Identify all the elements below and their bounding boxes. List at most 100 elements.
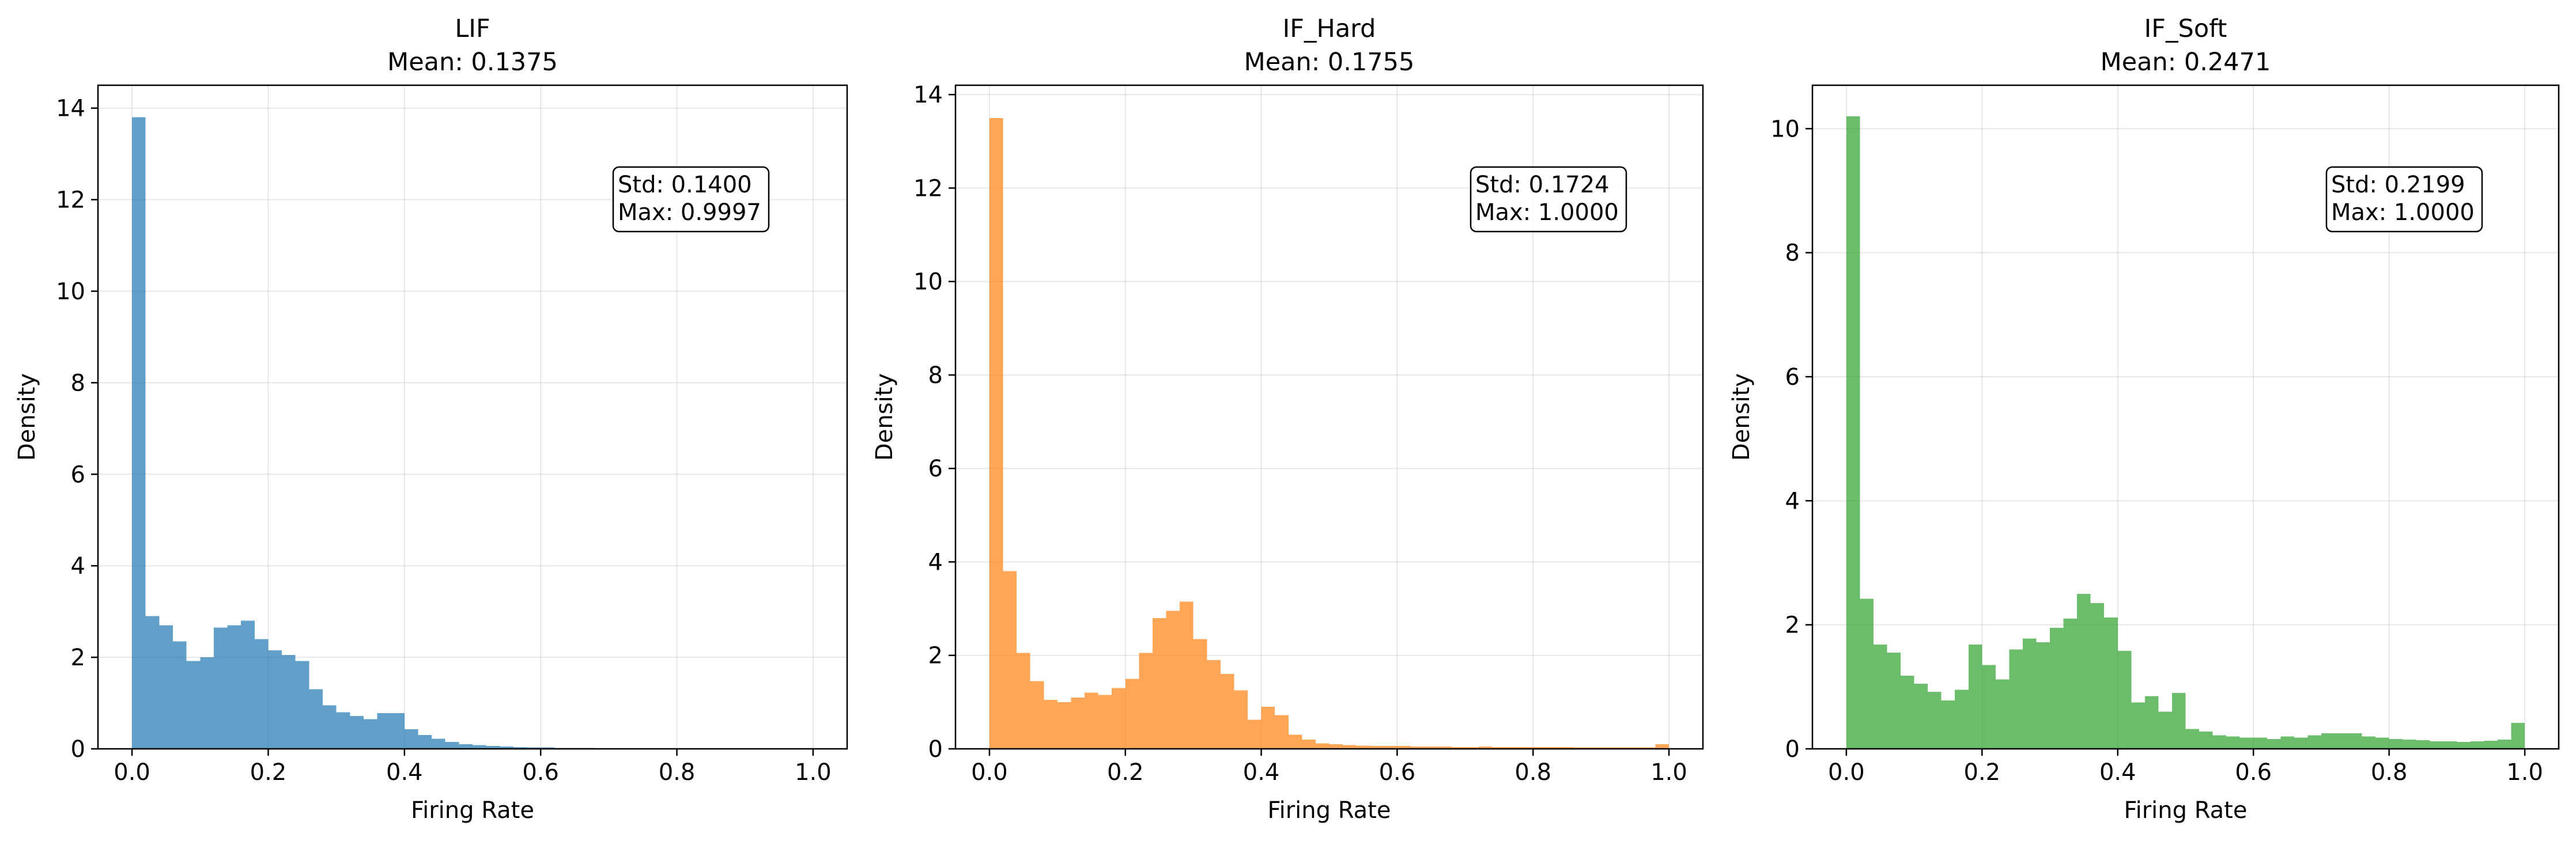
histogram-bar <box>2239 737 2254 749</box>
histogram-bar <box>1220 674 1234 749</box>
histogram-bar <box>2403 739 2416 749</box>
histogram-bar <box>1356 745 1370 749</box>
chart-panel-lif: 0.0 0.2 0.4 0.6 0.8 1.0 0 2 4 6 8 10 12 14 LIF Mean: 0.… <box>14 14 848 824</box>
stats-std: Std: 0.1400 <box>618 172 752 198</box>
histogram-bar <box>173 641 187 749</box>
x-tick-label: 0.6 <box>1379 759 1416 786</box>
histogram-bar <box>1955 690 1969 749</box>
y-axis-label: Density <box>14 373 40 461</box>
y-tick-label: 0 <box>1785 736 1800 763</box>
histogram-bar <box>2077 593 2091 749</box>
histogram-bar <box>227 625 241 749</box>
y-tick-label: 14 <box>56 96 85 122</box>
plot-frame <box>97 84 848 750</box>
histogram-bar <box>2335 733 2349 749</box>
stats-box <box>612 166 770 233</box>
histogram-bar <box>1887 653 1901 749</box>
histogram-bar <box>2430 741 2443 749</box>
stats-max: Max: 0.9997 <box>618 199 761 226</box>
histogram-bar <box>1261 706 1275 749</box>
y-tick-label: 4 <box>928 549 943 575</box>
histogram-bar <box>295 661 309 749</box>
y-tick-label: 8 <box>928 362 943 389</box>
histogram-bar <box>1044 699 1057 749</box>
y-tick-label: 6 <box>1785 364 1800 391</box>
x-tick-label: 0.2 <box>1964 759 2001 786</box>
chart-panel-if-soft: 0.0 0.2 0.4 0.6 0.8 1.0 0 2 4 6 8 10 IF_Soft Mean: 0.… <box>1728 14 2560 824</box>
y-tick-label: 10 <box>56 279 85 305</box>
y-tick-label: 12 <box>913 175 943 202</box>
histogram-bar <box>2280 736 2294 749</box>
histogram-bar <box>2199 731 2213 749</box>
x-tick-label: 0.0 <box>1828 759 1865 786</box>
x-axis-label: Firing Rate <box>2124 797 2248 824</box>
histogram-bar <box>1492 747 1506 749</box>
histogram-bar <box>1995 679 2010 749</box>
histogram-bar <box>1914 683 1928 749</box>
histogram-bar <box>404 729 418 749</box>
histogram-bar <box>1166 611 1180 749</box>
stats-std: Std: 0.2199 <box>2331 172 2465 198</box>
stats-box <box>1470 166 1627 233</box>
histogram-bar <box>2389 738 2403 749</box>
histogram-bar <box>2022 638 2037 749</box>
histogram-bar <box>2226 736 2240 749</box>
histogram-bar <box>213 627 228 749</box>
y-tick-label: 6 <box>928 456 943 482</box>
histogram-bar <box>1370 746 1384 749</box>
histogram-bar <box>1465 747 1479 749</box>
histogram-bar <box>391 713 405 749</box>
histogram-bar <box>241 620 255 749</box>
histogram-bar <box>200 657 214 749</box>
histogram-bar <box>1288 734 1302 749</box>
histogram-bar <box>282 655 296 749</box>
x-tick-label: 1.0 <box>795 759 832 786</box>
x-tick-label: 0.2 <box>250 759 287 786</box>
histogram-bar <box>1030 681 1044 749</box>
histogram-bar <box>1248 719 1261 749</box>
x-tick-label: 0.8 <box>659 759 696 786</box>
x-tick-label: 0.4 <box>1243 759 1280 786</box>
chart-title: LIF <box>455 14 490 43</box>
histogram-bar <box>989 118 1003 749</box>
stats-max: Max: 1.0000 <box>1475 199 1619 226</box>
histogram-bar <box>2375 737 2389 749</box>
histogram-bar <box>1410 746 1425 749</box>
x-tick-label: 0.4 <box>2099 759 2136 786</box>
histogram-bar <box>1180 601 1193 749</box>
histogram-bar <box>1139 653 1153 749</box>
histogram-bar <box>2321 733 2335 749</box>
histogram-bar <box>1383 746 1397 749</box>
histogram-bar <box>2090 603 2105 749</box>
x-axis-label: Firing Rate <box>411 797 534 824</box>
y-tick-label: 10 <box>1770 116 1800 142</box>
chart-title: IF_Soft <box>2144 14 2227 43</box>
x-tick-label: 0.8 <box>2371 759 2408 786</box>
histogram-bar <box>350 715 364 749</box>
y-tick-label: 12 <box>56 187 85 214</box>
histogram-bar <box>2498 739 2511 749</box>
histogram-bar <box>1057 702 1071 749</box>
histogram-bar <box>2294 737 2308 749</box>
histogram-bar <box>1193 639 1207 749</box>
chart-subtitle-mean: Mean: 0.2471 <box>2101 48 2271 77</box>
histogram-bar <box>323 705 337 749</box>
histogram-bar <box>2511 722 2525 749</box>
histogram-bar <box>132 117 146 749</box>
histogram-bar <box>268 650 282 749</box>
histogram-bar <box>486 746 500 749</box>
chart-title: IF_Hard <box>1283 14 1376 43</box>
histogram-bar <box>1519 747 1533 749</box>
chart-subtitle-mean: Mean: 0.1375 <box>387 48 558 77</box>
stats-max: Max: 1.0000 <box>2331 199 2475 226</box>
histogram-bar <box>1846 116 1860 749</box>
histogram-bar <box>2416 740 2430 749</box>
chart-panel-if-hard: 0.0 0.2 0.4 0.6 0.8 1.0 0 2 4 6 8 10 12 14 IF_Hard Mean… <box>871 14 1704 824</box>
plot-frame <box>1811 84 2560 750</box>
histogram-bar <box>1125 679 1139 749</box>
histogram-bar <box>1343 745 1357 749</box>
histogram-bar <box>2050 628 2064 749</box>
y-tick-label: 8 <box>71 370 85 396</box>
histogram-bar <box>1478 746 1493 749</box>
histogram-bar <box>1873 645 1887 749</box>
